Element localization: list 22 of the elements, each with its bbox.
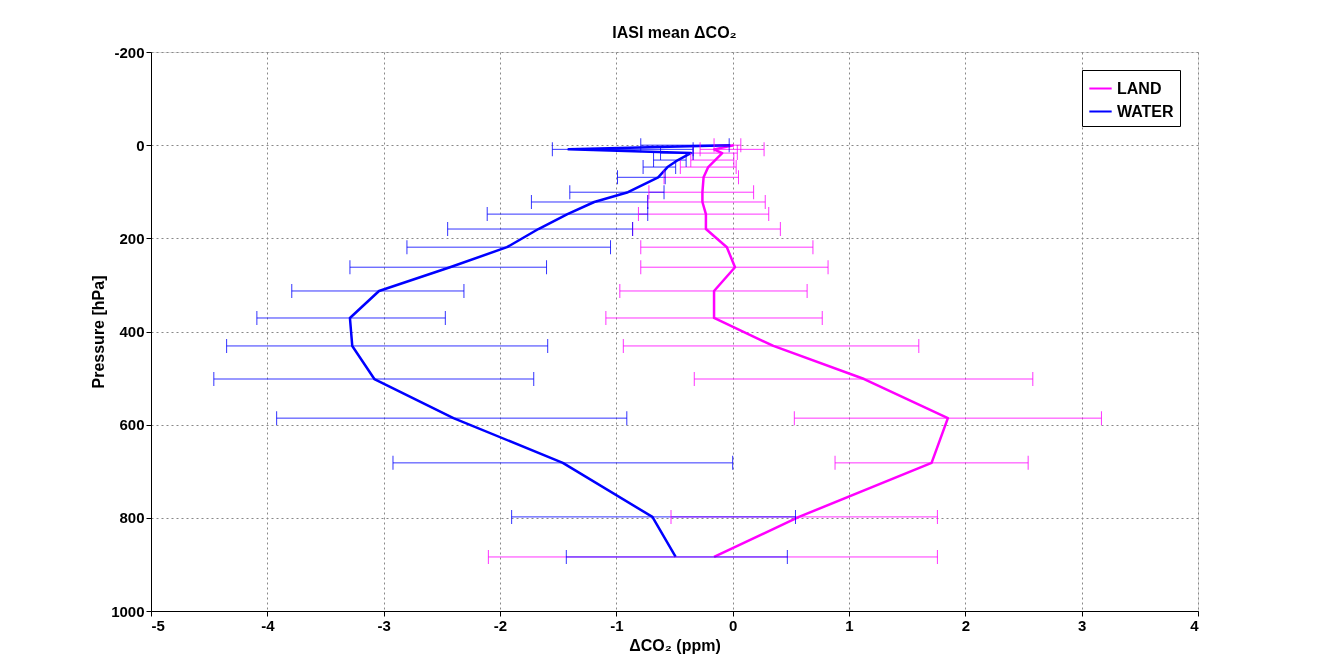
y-axis-title: Pressure [hPa] xyxy=(90,275,108,389)
legend-label: LAND xyxy=(1117,79,1162,97)
x-axis-title: ΔCO₂ (ppm) xyxy=(629,636,721,654)
x-tick-label: 3 xyxy=(1077,616,1087,634)
x-tick-label: 1 xyxy=(845,616,854,634)
y-tick-label: 400 xyxy=(119,323,145,340)
x-tick-label: -1 xyxy=(610,616,624,634)
y-tick-label: 0 xyxy=(136,136,145,154)
x-tick-label: -5 xyxy=(151,616,165,634)
x-tick-label: 0 xyxy=(728,616,738,634)
x-tick-label: -3 xyxy=(377,616,391,634)
x-tick-label: 4 xyxy=(1190,616,1200,634)
y-tick-label: -200 xyxy=(114,43,145,61)
chart-title: IASI mean ΔCO₂ xyxy=(612,24,737,41)
y-tick-label: 600 xyxy=(119,416,145,434)
y-tick-label: 800 xyxy=(119,509,145,527)
legend-label: WATER xyxy=(1117,102,1175,120)
y-tick-label: 200 xyxy=(119,229,145,247)
x-tick-label: -2 xyxy=(493,616,508,634)
x-tick-label: -4 xyxy=(261,616,276,634)
y-tick-label: 1000 xyxy=(111,602,145,620)
x-tick-label: 2 xyxy=(961,616,971,634)
